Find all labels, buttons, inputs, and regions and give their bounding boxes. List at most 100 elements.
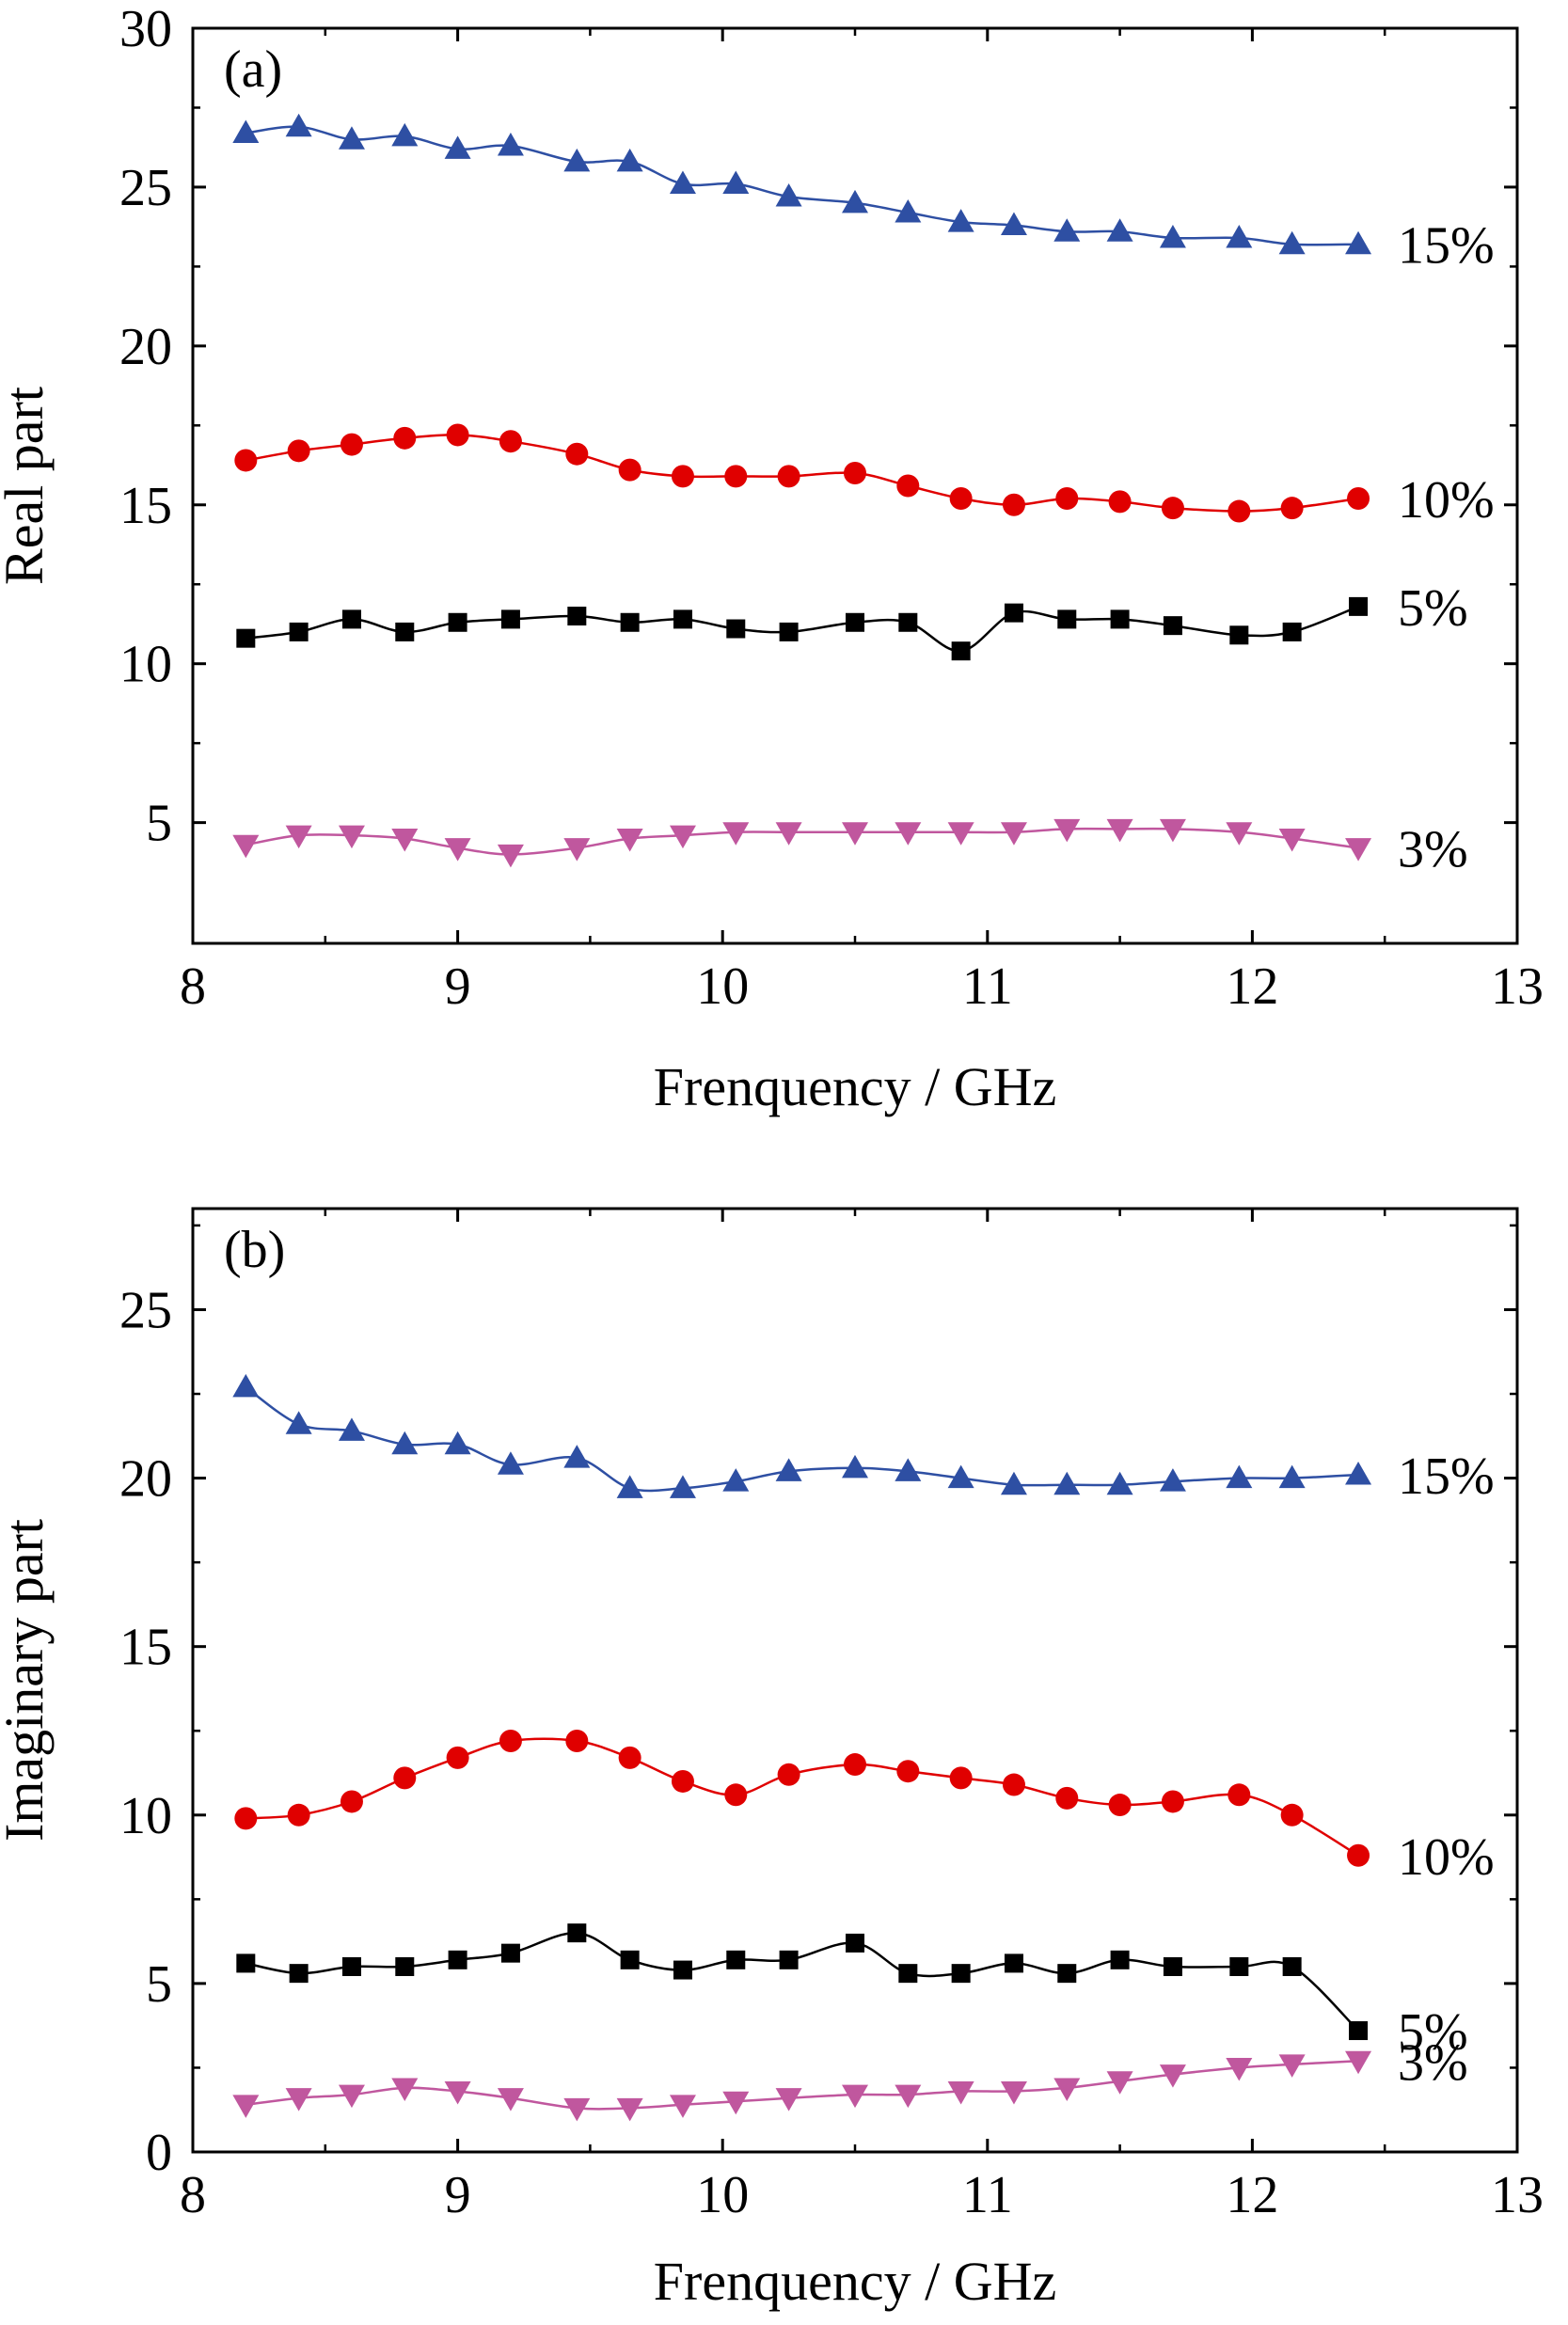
data-point [616,2097,643,2122]
data-point [1229,1956,1249,1976]
data-point [1000,212,1027,235]
data-point [236,628,256,648]
data-point [395,1956,415,1976]
data-point [775,822,802,846]
data-point [285,2088,312,2111]
data-point [446,423,469,447]
data-point [338,1417,365,1441]
data-point [1226,224,1253,248]
y-axis-title: Imaginary part [0,1519,55,1842]
data-point [673,609,692,629]
series-label: 5% [1398,579,1468,638]
y-tick-label: 5 [146,795,172,853]
x-tick-label: 12 [1226,957,1278,1016]
data-point [500,1943,520,1963]
series-label: 10% [1398,471,1495,530]
data-point [391,2078,419,2101]
data-point [393,1766,417,1790]
data-point [395,622,415,641]
data-point [777,1763,800,1786]
data-point [285,1411,312,1434]
data-point [338,2084,365,2109]
data-point [951,641,971,661]
data-point [1002,1773,1025,1796]
y-tick-label: 15 [119,477,172,535]
data-point [1226,2057,1253,2081]
data-point [722,2091,750,2115]
series-line [245,1737,1359,1857]
data-point [499,1729,522,1752]
data-point [497,133,524,156]
data-point [616,1475,643,1498]
data-point [726,1950,746,1969]
data-point [448,1950,467,1969]
data-point [1106,2071,1133,2095]
data-point [1227,499,1251,523]
x-tick-label: 13 [1491,2166,1544,2224]
x-tick-label: 10 [696,2166,749,2224]
data-point [949,1766,973,1790]
data-point [1159,1468,1186,1492]
series-15pct: 15% [232,113,1495,276]
data-point [724,1783,748,1807]
data-point [1057,609,1077,629]
data-point [895,822,922,846]
x-tick-label: 8 [180,2166,206,2224]
data-point [289,622,309,641]
data-point [1106,818,1133,843]
series-15pct: 15% [232,1373,1495,1506]
data-point [234,449,258,472]
data-point [563,148,591,172]
data-point [616,829,643,852]
data-point [775,183,802,207]
data-point [391,122,419,147]
data-point [444,135,471,159]
data-point [565,442,589,466]
data-point [563,2097,591,2122]
data-point [898,612,918,632]
data-point [1002,493,1025,516]
x-axis-title: Frenquency / GHz [654,2251,1056,2312]
data-point [620,612,640,632]
data-point [340,433,363,456]
data-point [1053,818,1081,843]
data-point [1229,625,1249,645]
data-point [236,1953,256,1973]
series-line [245,434,1359,513]
data-point [669,170,696,195]
series-label: 3% [1398,2033,1468,2092]
data-point [232,834,260,859]
data-point [844,461,866,484]
data-point [1159,818,1186,843]
data-point [1053,218,1081,242]
data-point [1057,1964,1077,1984]
data-point [775,1458,802,1481]
x-tick-label: 9 [445,957,471,1016]
data-point [1106,1471,1133,1495]
data-point [232,2095,260,2118]
data-point [1159,224,1186,248]
series-10pct: 10% [234,423,1495,530]
data-point [1055,487,1079,511]
data-point [1004,1953,1023,1973]
data-point [1106,218,1133,242]
data-point [232,1373,260,1398]
series-label: 10% [1398,1828,1495,1887]
series-line [245,1385,1359,1493]
x-axis-title: Frenquency / GHz [654,1056,1056,1117]
x-tick-label: 12 [1226,2166,1278,2224]
data-point [565,1729,589,1752]
x-tick-label: 8 [180,957,206,1016]
data-point [1278,2054,1306,2078]
data-point [1280,1803,1304,1827]
series-10pct: 10% [234,1729,1495,1887]
data-point [726,619,746,639]
data-point [1282,622,1302,641]
data-point [391,1431,419,1455]
data-point [1349,2021,1369,2041]
data-point [1278,230,1306,255]
data-point [671,1769,694,1793]
data-point [1108,1794,1132,1817]
data-point [618,1746,641,1769]
